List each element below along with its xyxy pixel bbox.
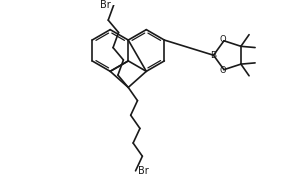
Text: O: O xyxy=(220,66,226,75)
Text: Br: Br xyxy=(100,0,111,10)
Text: O: O xyxy=(220,35,226,44)
Text: B: B xyxy=(210,51,217,60)
Text: Br: Br xyxy=(138,166,149,176)
